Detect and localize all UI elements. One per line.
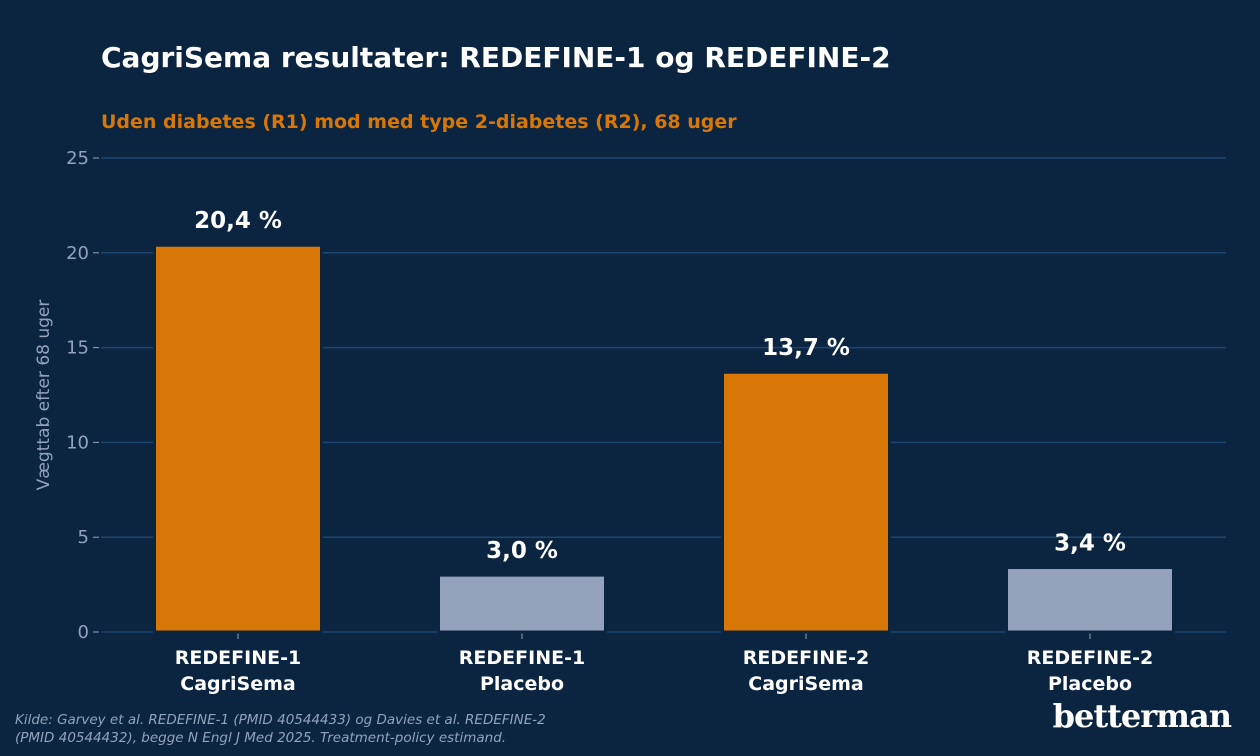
y-tick-label: 0 [78, 622, 89, 643]
source-line-2: (PMID 40544432), begge N Engl J Med 2025… [15, 730, 507, 746]
bar-placebo [1005, 566, 1175, 634]
x-category-label: REDEFINE-2 [743, 647, 869, 669]
source-note: Kilde: Garvey et al. REDEFINE-1 (PMID 40… [15, 711, 546, 747]
bar-cagrisema [153, 243, 323, 634]
x-category-label: Placebo [480, 673, 564, 695]
x-category-label: REDEFINE-1 [459, 647, 585, 669]
chart-subtitle: Uden diabetes (R1) mod med type 2-diabet… [101, 111, 737, 133]
bar-cagrisema [721, 370, 891, 634]
y-tick-label: 20 [66, 243, 89, 264]
bar-value-label: 13,7 % [762, 335, 850, 361]
chart-title: CagriSema resultater: REDEFINE-1 og REDE… [101, 41, 891, 74]
bar-value-label: 3,0 % [486, 538, 558, 564]
x-category-label: Placebo [1048, 673, 1132, 695]
x-category-label: CagriSema [180, 673, 295, 695]
bar-placebo [437, 573, 607, 634]
y-tick-label: 25 [66, 148, 89, 169]
y-axis-label: Vægttab efter 68 uger [34, 300, 54, 491]
source-line-1: Kilde: Garvey et al. REDEFINE-1 (PMID 40… [15, 712, 546, 728]
x-category-label: CagriSema [748, 673, 863, 695]
x-category-label: REDEFINE-2 [1027, 647, 1153, 669]
bar-value-label: 20,4 % [194, 208, 282, 234]
y-tick-label: 5 [78, 527, 89, 548]
x-category-label: REDEFINE-1 [175, 647, 301, 669]
y-tick-label: 10 [66, 432, 89, 453]
bar-value-label: 3,4 % [1054, 531, 1126, 557]
brand-logo: betterman [1052, 697, 1232, 735]
y-tick-label: 15 [66, 338, 89, 359]
